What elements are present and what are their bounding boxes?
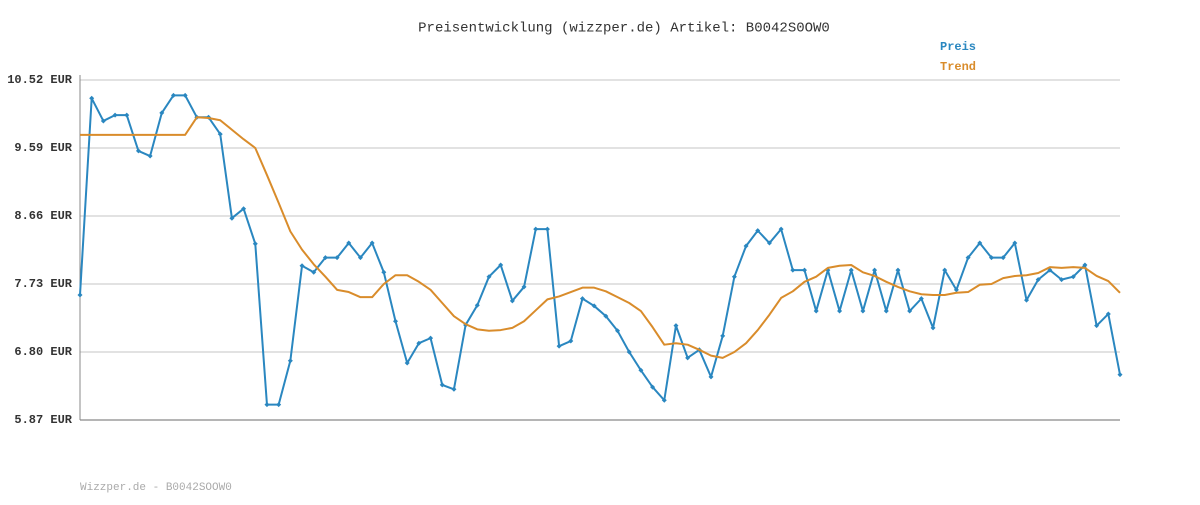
data-point	[486, 274, 492, 280]
data-point	[311, 269, 317, 275]
data-point	[521, 284, 527, 290]
data-point	[1117, 372, 1123, 378]
data-point	[159, 110, 165, 116]
data-point	[603, 313, 609, 319]
data-point	[977, 240, 983, 246]
data-point	[533, 226, 539, 232]
data-point	[673, 323, 679, 329]
data-point	[1082, 262, 1088, 268]
data-point	[346, 240, 352, 246]
data-point	[170, 92, 176, 98]
data-point	[1070, 274, 1076, 280]
y-tick-label: 7.73 EUR	[14, 277, 72, 291]
data-point	[381, 269, 387, 275]
data-point	[416, 340, 422, 346]
data-point	[428, 335, 434, 341]
data-point	[930, 325, 936, 331]
data-point	[229, 215, 235, 221]
data-point	[813, 308, 819, 314]
data-point	[848, 267, 854, 273]
data-point	[439, 382, 445, 388]
data-point	[591, 303, 597, 309]
y-tick-label: 8.66 EUR	[14, 209, 72, 223]
data-point	[708, 374, 714, 380]
data-point	[883, 308, 889, 314]
footer: Wizzper.de - B0042SOOW0	[80, 482, 232, 494]
data-point	[451, 386, 457, 392]
series-line	[79, 94, 1121, 406]
data-point	[393, 318, 399, 324]
data-point	[837, 308, 843, 314]
data-point	[790, 267, 796, 273]
data-point	[357, 255, 363, 261]
data-point	[801, 267, 807, 273]
data-point	[369, 240, 375, 246]
data-point	[942, 267, 948, 273]
data-point	[544, 226, 550, 232]
data-point	[498, 262, 504, 268]
data-point	[766, 240, 772, 246]
data-point	[1012, 240, 1018, 246]
data-point	[1024, 297, 1030, 303]
data-point	[743, 243, 749, 249]
chart-title: Preisentwicklung (wizzper.de) Artikel: B…	[418, 21, 830, 37]
data-point	[615, 328, 621, 334]
legend-label: Preis	[940, 40, 976, 54]
data-point	[217, 131, 223, 137]
data-point	[778, 226, 784, 232]
data-point	[89, 95, 95, 101]
data-point	[1035, 277, 1041, 283]
data-point	[77, 292, 83, 298]
data-point	[731, 274, 737, 280]
data-point	[988, 255, 994, 261]
y-tick-label: 6.80 EUR	[14, 345, 72, 359]
data-point	[918, 296, 924, 302]
data-point	[568, 338, 574, 344]
y-tick-label: 9.59 EUR	[14, 141, 72, 155]
data-point	[276, 402, 282, 408]
data-point	[147, 153, 153, 159]
data-point	[1094, 323, 1100, 329]
data-point	[872, 267, 878, 273]
data-point	[626, 349, 632, 355]
data-point	[182, 92, 188, 98]
series-line	[80, 116, 1121, 359]
data-point	[474, 302, 480, 308]
data-point	[579, 296, 585, 302]
data-point	[1000, 255, 1006, 261]
data-point	[299, 263, 305, 269]
data-point	[287, 358, 293, 364]
data-point	[965, 255, 971, 261]
data-point	[241, 206, 247, 212]
data-point	[953, 287, 959, 293]
data-point	[638, 367, 644, 373]
data-point	[404, 360, 410, 366]
data-point	[556, 343, 562, 349]
data-point	[685, 355, 691, 361]
data-point	[907, 308, 913, 314]
data-point	[135, 148, 141, 154]
data-point	[322, 255, 328, 261]
data-point	[112, 112, 118, 118]
data-point	[252, 241, 258, 247]
data-point	[895, 267, 901, 273]
data-point	[1105, 311, 1111, 317]
data-point	[1059, 277, 1065, 283]
data-point	[100, 118, 106, 124]
data-point	[661, 397, 667, 403]
y-tick-label: 10.52 EUR	[7, 73, 73, 87]
data-point	[720, 333, 726, 339]
y-tick-label: 5.87 EUR	[14, 413, 72, 427]
data-point	[509, 298, 515, 304]
data-point	[650, 384, 656, 390]
data-point	[124, 112, 130, 118]
data-point	[334, 255, 340, 261]
legend-label: Trend	[940, 60, 976, 74]
data-point	[264, 402, 270, 408]
data-point	[860, 308, 866, 314]
data-point	[755, 228, 761, 234]
